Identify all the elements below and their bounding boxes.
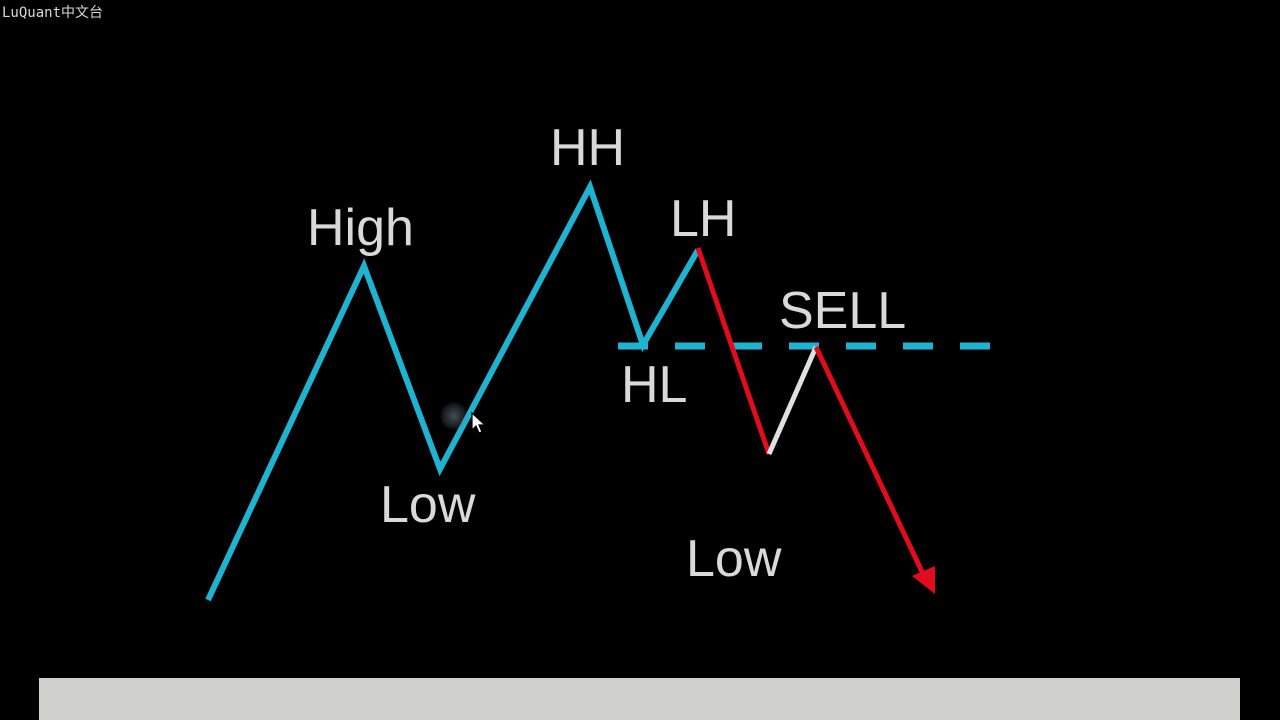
label-high: High <box>307 199 414 257</box>
label-low-second: Low <box>686 530 782 588</box>
pullback-retest-leg <box>769 347 816 454</box>
mouse-pointer-icon <box>470 412 488 436</box>
breakdown-leg <box>698 248 769 454</box>
sell-leg <box>816 347 925 578</box>
label-higher-high: HH <box>550 119 625 177</box>
cursor-highlight <box>440 402 468 430</box>
label-lower-high: LH <box>670 190 736 248</box>
bottom-caption-bar <box>39 678 1240 720</box>
label-sell: SELL <box>779 282 906 340</box>
label-higher-low: HL <box>621 356 687 414</box>
label-low-first: Low <box>380 476 476 534</box>
